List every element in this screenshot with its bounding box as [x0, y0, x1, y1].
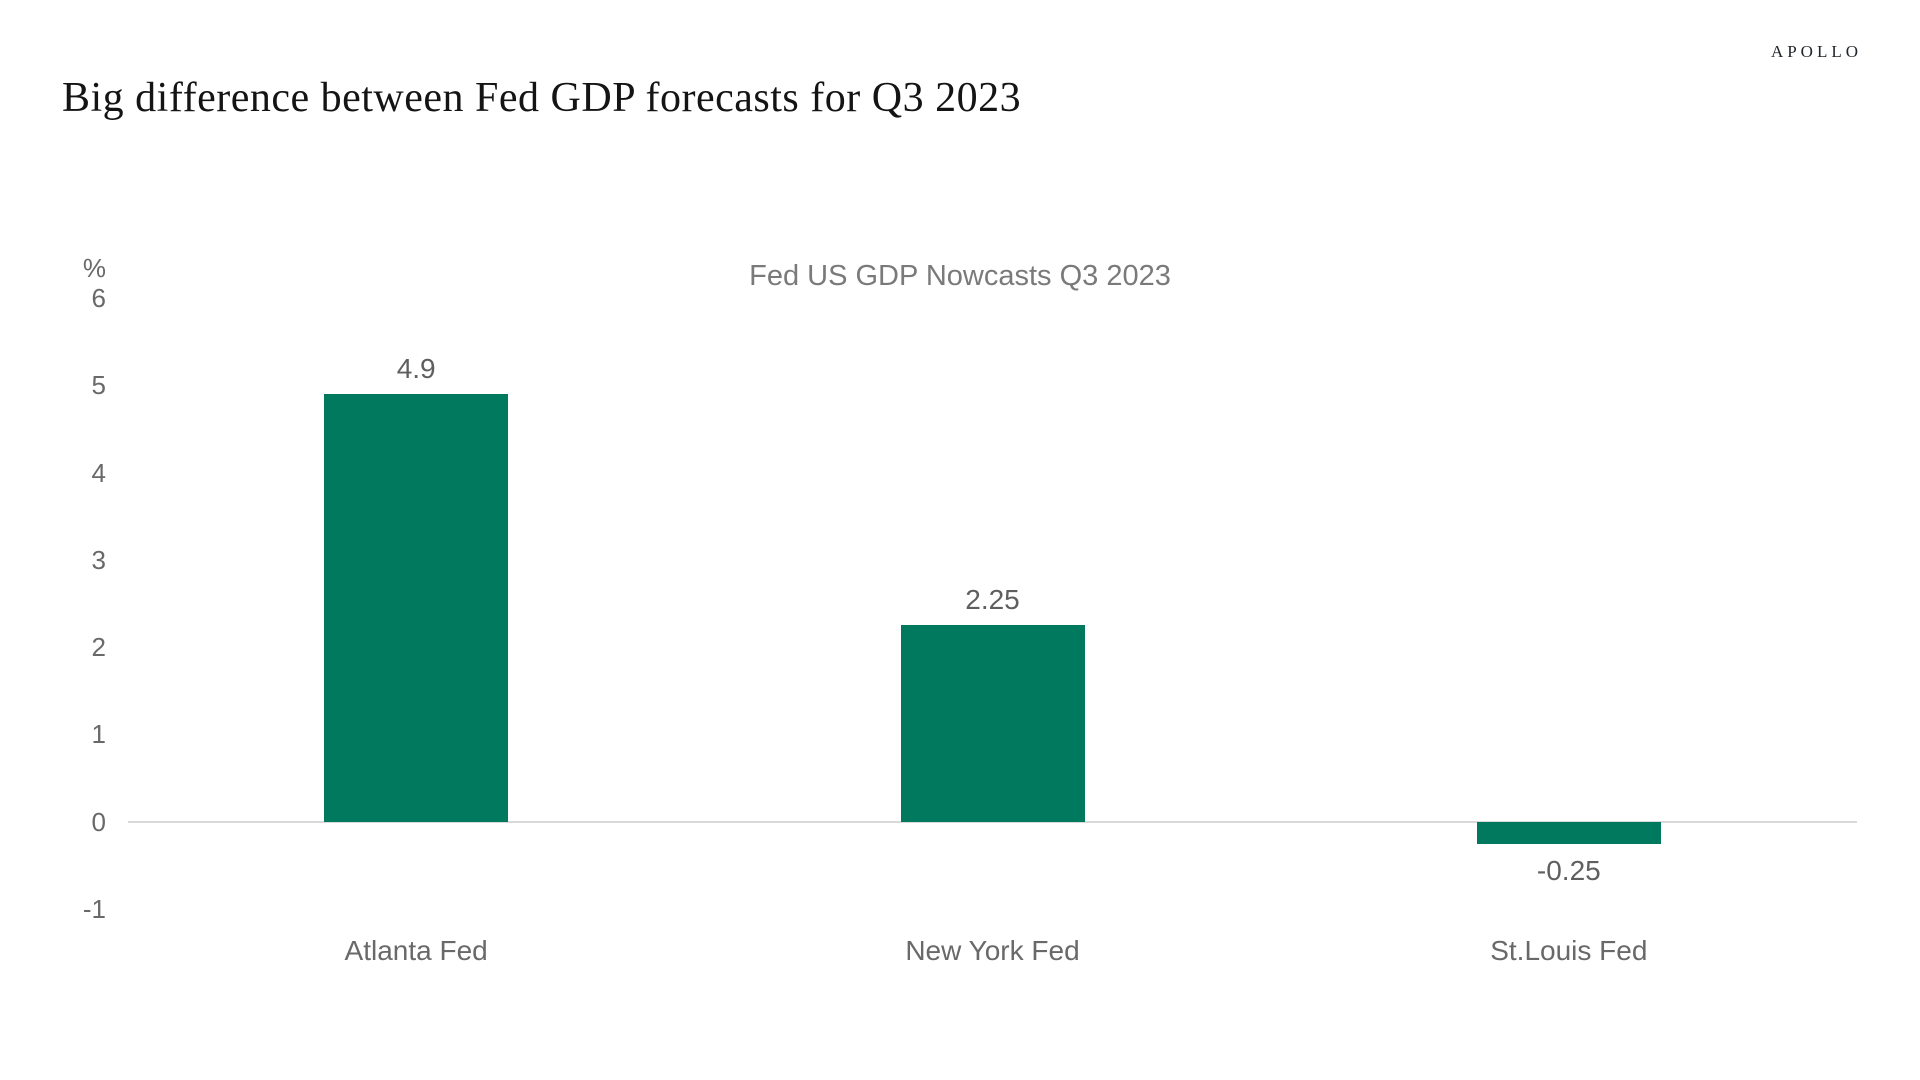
page-title: Big difference between Fed GDP forecasts… [62, 75, 1022, 121]
chart-title: Fed US GDP Nowcasts Q3 2023 [749, 260, 1171, 292]
category-label-atlanta-fed: Atlanta Fed [344, 935, 488, 966]
y-axis-tick: -1 [82, 894, 106, 924]
apollo-wordmark-logo: APOLLO [1770, 42, 1862, 61]
y-axis-tick: 2 [91, 632, 106, 663]
x-axis-zero-line [128, 820, 1857, 823]
category-label-new-york-fed: New York Fed [905, 935, 1080, 966]
bar-value-label: 4.9 [396, 353, 436, 384]
y-axis-tick: 3 [91, 544, 106, 575]
category-label-st-louis-fed: St.Louis Fed [1490, 935, 1648, 966]
bar-value-label: 2.25 [965, 584, 1020, 616]
bar-atlanta-fed [324, 394, 509, 822]
bar-st-louis-fed [1476, 821, 1661, 844]
y-axis-tick: 0 [91, 806, 106, 837]
y-axis-tick: 5 [91, 370, 106, 401]
y-axis-tick: 6 [91, 283, 106, 313]
y-axis-tick: 4 [91, 457, 106, 488]
y-axis-unit-label: % [82, 253, 106, 283]
y-axis-tick: 1 [91, 719, 106, 750]
bar-new-york-fed [900, 625, 1085, 822]
bar-value-label: -0.25 [1536, 854, 1601, 886]
